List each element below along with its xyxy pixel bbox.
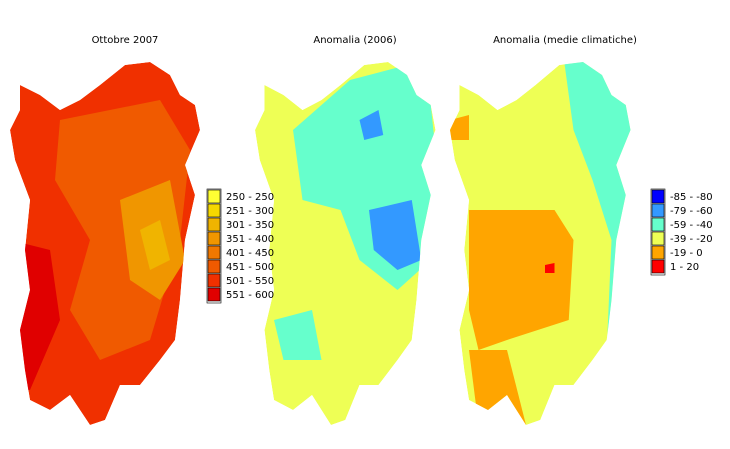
legend-label: 451 - 500	[226, 262, 274, 273]
legend-label: 251 - 300	[226, 206, 274, 217]
legend-swatch	[207, 259, 221, 274]
legend-swatch	[207, 273, 221, 288]
map-title: Anomalia (2006)	[313, 35, 396, 46]
legend: -85 - -80 -79 - -60 -59 - -40 -39 - -20 -19 …	[650, 188, 713, 276]
legend-swatch	[207, 287, 221, 302]
legend-swatch	[651, 259, 665, 274]
map-october-2007	[10, 62, 200, 425]
map-title: Anomalia (medie climatiche)	[493, 35, 637, 46]
legend-label: 250 - 250	[226, 192, 274, 203]
legend-swatch	[207, 189, 221, 204]
legend-swatch	[651, 189, 665, 204]
legend: 250 - 250 251 - 300 301 - 350 351 - 400 401 …	[206, 188, 274, 304]
map-title: Ottobre 2007	[92, 35, 159, 46]
legend-label: 401 - 450	[226, 248, 274, 259]
legend-swatch	[651, 245, 665, 260]
legend-label: -39 - -20	[670, 234, 713, 245]
legend-label: 301 - 350	[226, 220, 274, 231]
map-anomaly-2006	[255, 62, 436, 425]
legend-label: 1 - 20	[670, 262, 699, 273]
legend-swatch	[207, 203, 221, 218]
legend-swatch	[207, 217, 221, 232]
legend-label: -19 - 0	[670, 248, 703, 259]
legend-label: 351 - 400	[226, 234, 274, 245]
legend-swatch	[207, 231, 221, 246]
legend-label: 551 - 600	[226, 290, 274, 301]
legend-swatch	[651, 217, 665, 232]
legend-label: -79 - -60	[670, 206, 713, 217]
legend-label: 501 - 550	[226, 276, 274, 287]
legend-swatch	[207, 245, 221, 260]
legend-swatch	[651, 231, 665, 246]
map-anomaly-climate	[450, 62, 631, 425]
legend-swatch	[651, 203, 665, 218]
legend-label: -59 - -40	[670, 220, 713, 231]
legend-label: -85 - -80	[670, 192, 713, 203]
